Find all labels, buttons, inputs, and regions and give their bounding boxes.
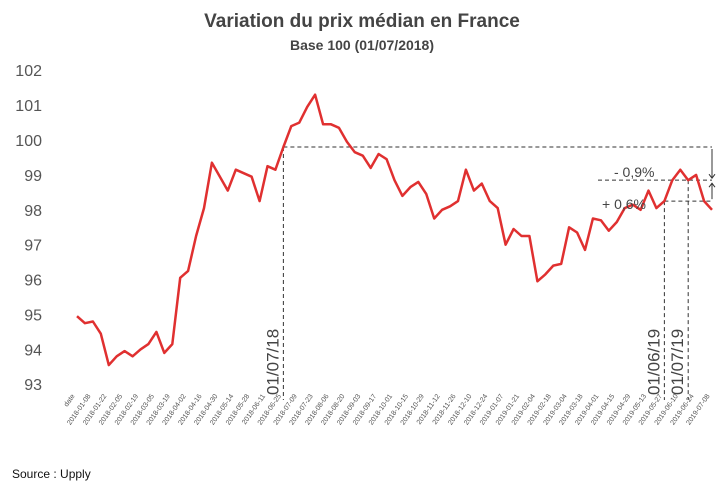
annotation: 01/06/19 xyxy=(644,329,663,395)
y-tick-label: 96 xyxy=(24,273,42,290)
y-tick-label: 93 xyxy=(24,377,42,394)
y-tick-label: 98 xyxy=(24,203,42,220)
y-tick-label: 97 xyxy=(24,238,42,255)
annotation: - 0,9% xyxy=(614,164,654,180)
annotation: 01/07/19 xyxy=(668,329,687,395)
y-tick-label: 101 xyxy=(15,98,42,115)
y-tick-label: 102 xyxy=(15,63,42,80)
guide xyxy=(282,146,712,400)
guide xyxy=(663,200,712,400)
annotation: + 0,6% xyxy=(602,196,646,212)
annotation: 01/07/18 xyxy=(263,329,282,395)
x-tick-label: date xyxy=(63,393,77,408)
arrow xyxy=(708,149,716,200)
chart-title: Variation du prix médian en France xyxy=(204,11,520,32)
y-tick-label: 100 xyxy=(15,133,42,150)
guide xyxy=(598,179,712,400)
y-tick-label: 95 xyxy=(24,307,42,324)
y-tick-label: 94 xyxy=(24,342,42,359)
chart-subtitle: Base 100 (01/07/2018) xyxy=(290,37,434,53)
line-series xyxy=(76,93,713,367)
source: Source : Upply xyxy=(12,467,91,481)
y-tick-label: 99 xyxy=(24,168,42,185)
